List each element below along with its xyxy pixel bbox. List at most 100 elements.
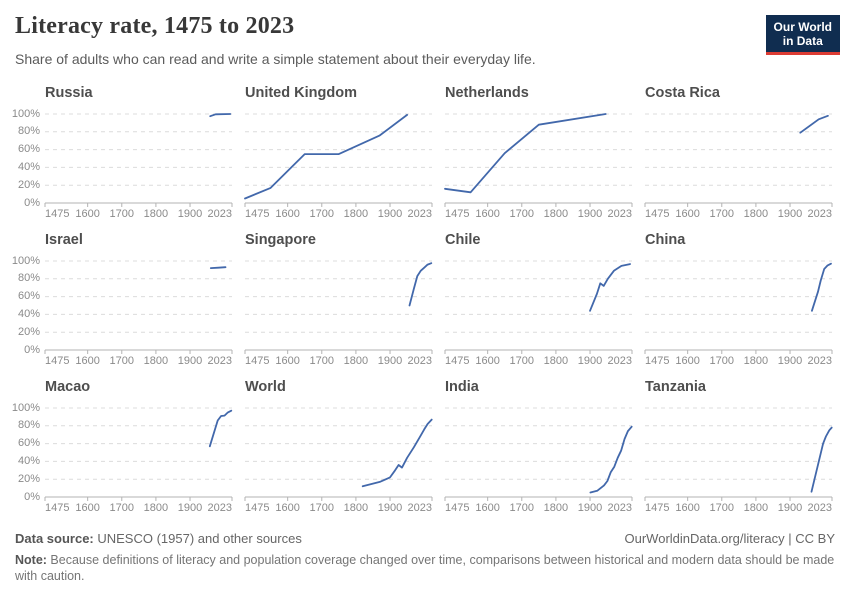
x-axis-label: 1800 <box>344 208 368 220</box>
x-axis-label: 1900 <box>178 208 202 220</box>
y-axis-label: 40% <box>17 454 40 467</box>
y-axis-label: 20% <box>17 178 40 191</box>
panel-title: Israel <box>45 232 83 248</box>
panel-title: Russia <box>45 85 93 101</box>
line-chart: 1475 1600 1700 1800 1900 2023 <box>444 407 633 514</box>
x-axis-label: 1475 <box>45 355 69 367</box>
x-axis-label: 1700 <box>310 208 334 220</box>
chart-panel-india: India 1475 1600 1700 1800 1900 2023 <box>444 378 645 525</box>
chart-panel-chile: Chile 1475 1600 1700 1800 1900 2023 <box>444 231 645 378</box>
panel-title: Chile <box>445 232 481 248</box>
x-axis-label: 2023 <box>808 355 832 367</box>
y-axis-label: 20% <box>17 325 40 338</box>
x-axis-label: 1600 <box>675 502 699 514</box>
data-line <box>799 114 829 134</box>
x-axis-label: 1700 <box>510 502 534 514</box>
x-axis-label: 1700 <box>510 208 534 220</box>
x-axis-label: 1600 <box>675 355 699 367</box>
x-axis-label: 2023 <box>208 502 232 514</box>
x-axis-label: 1475 <box>245 208 269 220</box>
chart-panel-costa-rica: Costa Rica 1475 1600 1700 1800 1900 2023 <box>644 84 845 231</box>
x-axis-label: 1600 <box>75 355 99 367</box>
x-axis-label: 2023 <box>208 355 232 367</box>
y-axis-label: 40% <box>17 307 40 320</box>
y-axis-label: 40% <box>17 160 40 173</box>
panel-title: Costa Rica <box>645 85 720 101</box>
x-axis-label: 1600 <box>475 208 499 220</box>
note-text: Because definitions of literacy and popu… <box>15 553 835 583</box>
x-axis-label: 1600 <box>75 208 99 220</box>
line-chart: 1475 1600 1700 1800 1900 2023 <box>244 407 433 514</box>
panel-title: Netherlands <box>445 85 529 101</box>
data-line <box>408 262 433 307</box>
x-axis-label: 1700 <box>510 355 534 367</box>
x-axis-label: 1475 <box>245 502 269 514</box>
x-axis-label: 1600 <box>275 502 299 514</box>
panel-title: China <box>645 232 686 248</box>
chart-panel-macao: Macao 0% 20% 40% 60% 80% 100% 1475 1600 1700 1800 1… <box>12 378 245 525</box>
x-axis-label: 1600 <box>275 355 299 367</box>
data-source-label: Data source: <box>15 531 94 546</box>
x-axis-label: 1475 <box>445 502 469 514</box>
x-axis-label: 1800 <box>544 208 568 220</box>
x-axis-label: 1900 <box>378 355 402 367</box>
line-chart: 1475 1600 1700 1800 1900 2023 <box>44 113 233 220</box>
x-axis-label: 1900 <box>578 355 602 367</box>
panel-title: World <box>245 379 286 395</box>
x-axis-label: 1600 <box>475 355 499 367</box>
y-axis-label: 100% <box>11 401 40 414</box>
y-axis-label: 80% <box>17 419 40 432</box>
x-axis-label: 2023 <box>808 208 832 220</box>
data-line <box>444 113 607 194</box>
data-line <box>244 114 409 200</box>
x-axis-label: 1900 <box>178 502 202 514</box>
x-axis-label: 1800 <box>344 355 368 367</box>
x-axis-label: 1800 <box>744 355 768 367</box>
line-chart: 1475 1600 1700 1800 1900 2023 <box>244 113 433 220</box>
chart-panel-netherlands: Netherlands 1475 1600 1700 1800 1900 2023 <box>444 84 645 231</box>
x-axis-label: 1475 <box>445 355 469 367</box>
panel-title: India <box>445 379 479 395</box>
data-line <box>209 113 232 118</box>
data-line <box>589 263 631 312</box>
x-axis-label: 1900 <box>778 502 802 514</box>
x-axis-label: 2023 <box>608 208 632 220</box>
x-axis-label: 1700 <box>710 355 734 367</box>
panel-title: Tanzania <box>645 379 706 395</box>
logo-line-1: Our World <box>773 20 832 34</box>
x-axis-label: 2023 <box>608 355 632 367</box>
x-axis-label: 1475 <box>45 208 69 220</box>
x-axis-label: 2023 <box>408 502 432 514</box>
y-axis-label: 60% <box>17 290 40 303</box>
y-axis-label: 60% <box>17 143 40 156</box>
x-axis-label: 1475 <box>645 208 669 220</box>
chart-panel-united-kingdom: United Kingdom 1475 1600 1700 1800 1900 2023 <box>244 84 445 231</box>
chart-panel-russia: Russia 0% 20% 40% 60% 80% 100% 1475 1600 1700 1800… <box>12 84 245 231</box>
line-chart: 1475 1600 1700 1800 1900 2023 <box>44 260 233 367</box>
line-chart: 1475 1600 1700 1800 1900 2023 <box>44 407 233 514</box>
y-axis-label: 100% <box>11 254 40 267</box>
x-axis-label: 1800 <box>144 208 168 220</box>
y-axis-label: 100% <box>11 107 40 120</box>
data-line <box>361 418 433 488</box>
y-axis-label: 80% <box>17 125 40 138</box>
logo-line-2: in Data <box>782 34 823 48</box>
x-axis-label: 1475 <box>245 355 269 367</box>
line-chart: 1475 1600 1700 1800 1900 2023 <box>644 260 833 367</box>
x-axis-label: 1475 <box>45 502 69 514</box>
y-axis-label: 0% <box>24 490 40 503</box>
panel-title: Singapore <box>245 232 316 248</box>
line-chart: 1475 1600 1700 1800 1900 2023 <box>244 260 433 367</box>
data-source-line: Data source: UNESCO (1957) and other sou… <box>15 531 302 546</box>
x-axis-label: 2023 <box>608 502 632 514</box>
panel-title: United Kingdom <box>245 85 357 101</box>
x-axis-label: 1475 <box>645 355 669 367</box>
x-axis-label: 1600 <box>475 502 499 514</box>
chart-panel-israel: Israel 0% 20% 40% 60% 80% 100% 1475 1600 1700 1800… <box>12 231 245 378</box>
x-axis-label: 1800 <box>744 502 768 514</box>
x-axis-label: 2023 <box>208 208 232 220</box>
x-axis-label: 1900 <box>778 208 802 220</box>
x-axis-label: 1800 <box>144 502 168 514</box>
x-axis-label: 1800 <box>544 502 568 514</box>
